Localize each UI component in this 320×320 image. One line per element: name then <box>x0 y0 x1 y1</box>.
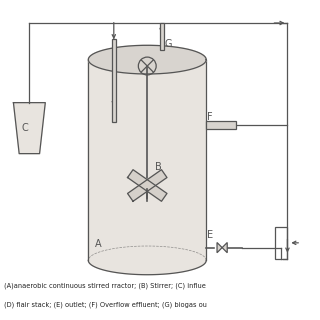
Polygon shape <box>13 103 45 154</box>
Polygon shape <box>88 45 206 74</box>
Text: G: G <box>165 39 172 49</box>
Text: E: E <box>207 230 213 240</box>
Polygon shape <box>88 60 206 275</box>
Polygon shape <box>128 170 167 201</box>
Bar <box>112 39 116 122</box>
Text: (A)anaerobic continuous stirred rractor; (B) Stirrer; (C) influe: (A)anaerobic continuous stirred rractor;… <box>4 283 206 289</box>
Polygon shape <box>128 170 167 201</box>
Text: (D) flair stack; (E) outlet; (F) Overflow effluent; (G) biogas ou: (D) flair stack; (E) outlet; (F) Overflo… <box>4 302 207 308</box>
Text: C: C <box>21 123 28 133</box>
Bar <box>275 227 287 259</box>
Polygon shape <box>217 243 222 253</box>
Text: B: B <box>155 162 162 172</box>
Polygon shape <box>222 243 227 253</box>
Bar <box>160 23 164 50</box>
Bar <box>206 121 236 129</box>
Text: A: A <box>95 239 101 249</box>
Text: F: F <box>207 112 213 122</box>
